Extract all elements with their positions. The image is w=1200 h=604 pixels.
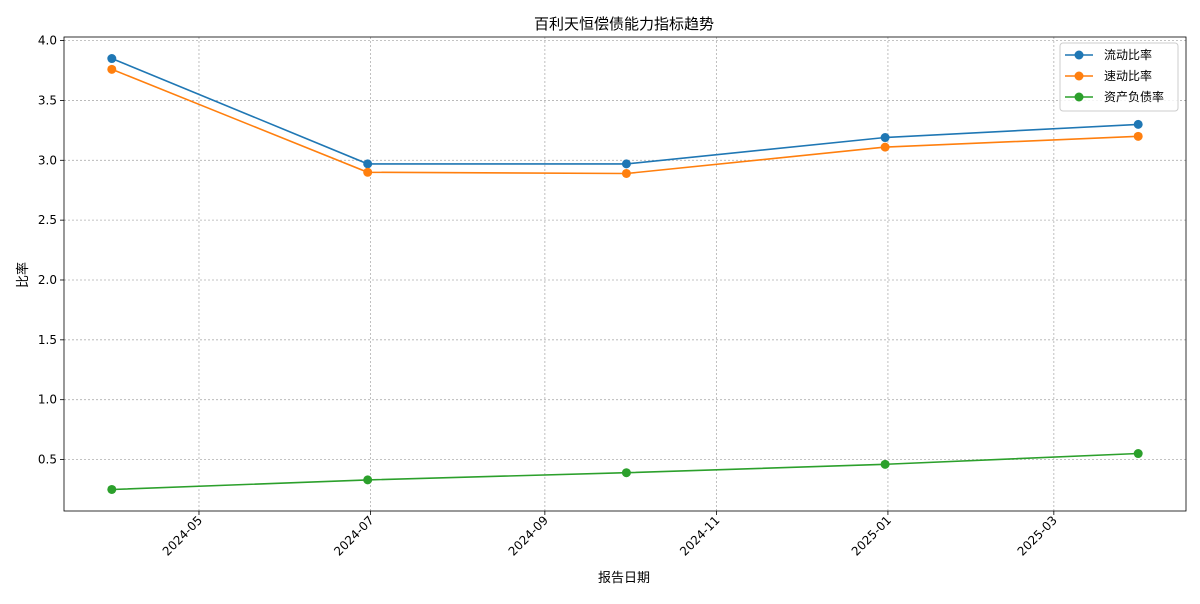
data-point bbox=[621, 159, 631, 169]
legend-marker bbox=[1074, 50, 1084, 60]
data-point bbox=[363, 159, 373, 169]
data-point bbox=[621, 168, 631, 178]
x-tick-label: 2024-07 bbox=[331, 513, 376, 558]
legend-label: 资产负债率 bbox=[1104, 89, 1164, 104]
x-tick-label: 2025-01 bbox=[849, 513, 894, 558]
y-tick-label: 3.0 bbox=[38, 153, 57, 167]
legend-box bbox=[1059, 42, 1179, 112]
legend-label: 流动比率 bbox=[1104, 47, 1152, 62]
chart-title: 百利天恒偿债能力指标趋势 bbox=[534, 15, 714, 33]
y-tick-label: 0.5 bbox=[38, 453, 57, 467]
data-point bbox=[621, 468, 631, 478]
y-tick-label: 4.0 bbox=[38, 34, 57, 48]
data-point bbox=[880, 459, 890, 469]
y-tick-label: 1.5 bbox=[38, 333, 57, 347]
y-tick-label: 2.0 bbox=[38, 273, 57, 287]
data-point bbox=[107, 484, 117, 494]
series-line bbox=[111, 57, 1139, 165]
x-axis-title: 报告日期 bbox=[598, 571, 650, 586]
data-point bbox=[363, 167, 373, 177]
axes-layer: 0.5 1.0 1.5 2.0 2.5 3.0 3.5 4.0 2024-05 2024-07 20… bbox=[38, 34, 1187, 559]
data-point bbox=[1133, 131, 1143, 141]
y-tick-label: 2.5 bbox=[38, 213, 57, 227]
y-tick-label: 3.5 bbox=[38, 93, 57, 107]
data-point bbox=[880, 133, 890, 143]
series-layer bbox=[107, 54, 1143, 494]
legend-marker bbox=[1074, 71, 1084, 81]
data-point bbox=[1133, 449, 1143, 459]
x-tick-label: 2025-03 bbox=[1015, 513, 1060, 558]
y-axis-title: 比率 bbox=[15, 262, 31, 288]
data-point bbox=[880, 142, 890, 152]
series-group bbox=[107, 64, 1143, 178]
legend-marker bbox=[1074, 92, 1084, 102]
data-point bbox=[107, 54, 117, 64]
x-tick-label: 2024-05 bbox=[160, 513, 205, 558]
x-tick-label: 2024-09 bbox=[506, 513, 551, 558]
series-group bbox=[107, 449, 1143, 494]
series-group bbox=[107, 54, 1143, 169]
y-tick-label: 1.0 bbox=[38, 393, 57, 407]
x-tick-label: 2024-11 bbox=[677, 513, 722, 558]
data-point bbox=[363, 475, 373, 485]
data-point bbox=[1133, 119, 1143, 129]
legend-label: 速动比率 bbox=[1104, 68, 1152, 83]
data-point bbox=[107, 64, 117, 74]
plot-frame bbox=[63, 36, 1187, 512]
